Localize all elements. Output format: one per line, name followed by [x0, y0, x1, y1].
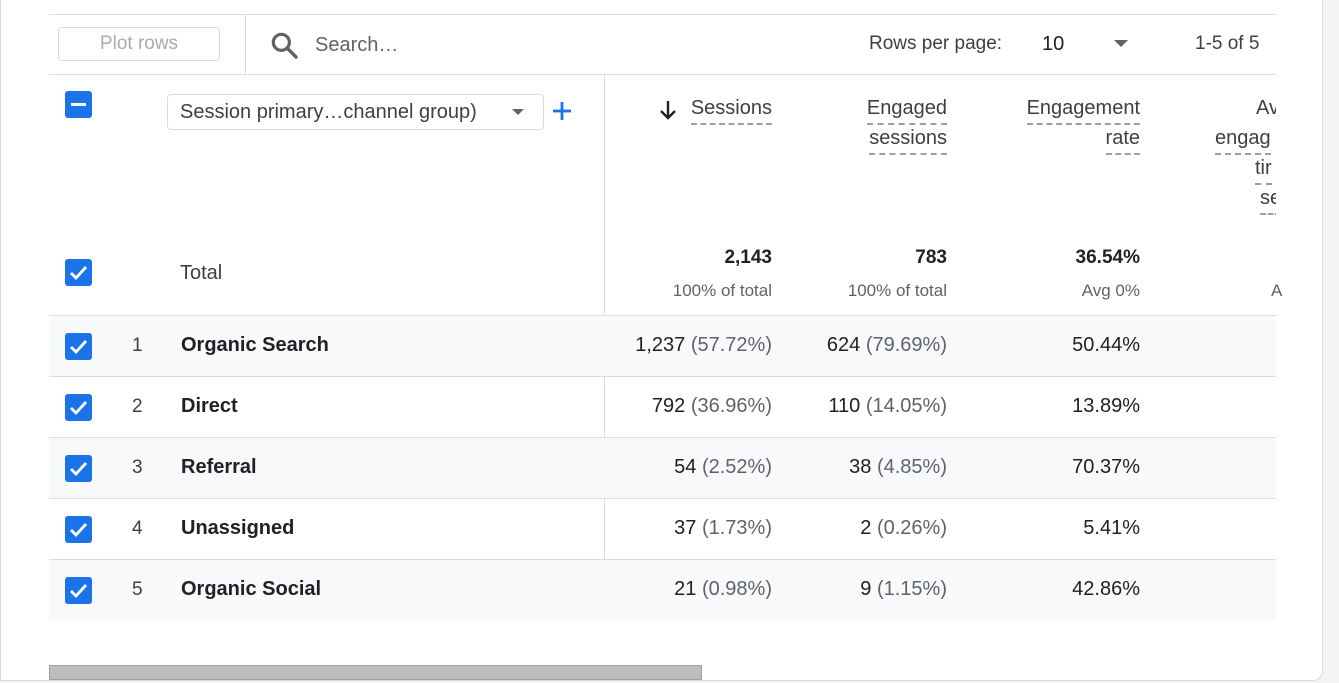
row-number: 2: [132, 396, 143, 417]
checkmark-icon: [70, 584, 88, 599]
plus-icon[interactable]: [552, 101, 572, 121]
total-sessions: 2,143: [724, 247, 772, 268]
row-divider: [49, 437, 1276, 438]
total-engaged-sub: 100% of total: [847, 281, 947, 300]
checkmark-icon: [70, 462, 88, 477]
engrate-header-line2: rate: [1105, 123, 1140, 155]
total-engaged: 783: [915, 247, 947, 268]
column-header-sessions[interactable]: Sessions: [641, 93, 772, 127]
sessions-header-label: Sessions: [690, 93, 772, 125]
row-checkbox[interactable]: [65, 333, 92, 360]
search-icon[interactable]: [268, 29, 300, 61]
toolbar-bottom-border: [49, 74, 1276, 75]
chevron-down-icon: [1114, 40, 1128, 47]
toolbar-divider: [245, 14, 246, 74]
row-number: 5: [132, 579, 143, 600]
row-checkbox[interactable]: [65, 577, 92, 604]
chevron-down-icon: [512, 109, 524, 115]
row-engagement-rate: 50.44%: [1072, 334, 1140, 356]
engaged-header-line1: Engaged: [866, 93, 947, 125]
table-top-border: [49, 14, 1276, 15]
total-checkbox[interactable]: [65, 259, 92, 286]
checkmark-icon: [70, 266, 88, 281]
dimension-select-label: Session primary…channel group): [180, 101, 477, 123]
row-engaged-sessions: 38 (4.85%): [849, 456, 947, 478]
checkmark-icon: [70, 401, 88, 416]
row-engagement-rate: 5.41%: [1083, 517, 1140, 539]
row-channel-name: Direct: [181, 395, 238, 417]
arrow-down-icon: [660, 101, 676, 120]
rows-per-page-value: 10: [1042, 33, 1065, 55]
row-number: 4: [132, 518, 143, 539]
row-engagement-rate: 13.89%: [1072, 395, 1140, 417]
avg-header-line4: se: [1260, 183, 1276, 215]
row-divider: [49, 376, 1276, 377]
row-divider: [49, 559, 1276, 560]
rows-per-page-select[interactable]: 10: [1031, 26, 1141, 62]
select-all-checkbox[interactable]: [65, 91, 92, 118]
table-row[interactable]: 3 Referral 54 (2.52%) 38 (4.85%) 70.37%: [49, 438, 1276, 498]
avg-header-line2: engag: [1215, 123, 1271, 155]
total-engagement-rate-sub: Avg 0%: [1081, 281, 1140, 300]
totals-bottom-border: [49, 315, 1276, 316]
pagination-label: 1-5 of 5: [1195, 33, 1260, 54]
row-channel-name: Referral: [181, 456, 257, 478]
row-channel-name: Unassigned: [181, 517, 295, 539]
row-number: 1: [132, 335, 143, 356]
column-header-engagement-rate[interactable]: Engagement rate: [1001, 93, 1140, 157]
table-row[interactable]: 4 Unassigned 37 (1.73%) 2 (0.26%) 5.41%: [49, 499, 1276, 559]
row-engaged-sessions: 624 (79.69%): [826, 334, 947, 356]
row-checkbox[interactable]: [65, 516, 92, 543]
avg-header-line3: tir: [1255, 153, 1272, 185]
row-engaged-sessions: 110 (14.05%): [828, 395, 947, 417]
row-engaged-sessions: 2 (0.26%): [860, 517, 947, 539]
row-number: 3: [132, 457, 143, 478]
row-divider: [49, 498, 1276, 499]
column-header-engaged-sessions[interactable]: Engaged sessions: [821, 93, 947, 157]
dimension-select[interactable]: Session primary…channel group): [167, 94, 544, 130]
row-sessions: 1,237 (57.72%): [635, 334, 772, 356]
column-header-avg-engagement-time[interactable]: Av engag tir se: [1191, 93, 1276, 217]
table-row[interactable]: 5 Organic Social 21 (0.98%) 9 (1.15%) 42…: [49, 560, 1276, 620]
plot-rows-button[interactable]: Plot rows: [58, 27, 220, 61]
rows-per-page-label: Rows per page:: [869, 33, 1003, 54]
table-row[interactable]: 2 Direct 792 (36.96%) 110 (14.05%) 13.89…: [49, 377, 1276, 437]
horizontal-scrollbar-thumb[interactable]: [49, 665, 702, 680]
row-sessions: 37 (1.73%): [674, 517, 772, 539]
row-checkbox[interactable]: [65, 394, 92, 421]
row-checkbox[interactable]: [65, 455, 92, 482]
total-engagement-rate: 36.54%: [1075, 247, 1140, 268]
checkmark-icon: [70, 340, 88, 355]
row-engagement-rate: 70.37%: [1072, 456, 1140, 478]
row-sessions: 54 (2.52%): [674, 456, 772, 478]
indeterminate-icon: [71, 103, 86, 106]
row-engaged-sessions: 9 (1.15%): [860, 578, 947, 600]
table-row[interactable]: 1 Organic Search 1,237 (57.72%) 624 (79.…: [49, 316, 1276, 376]
total-sessions-sub: 100% of total: [672, 281, 772, 300]
row-engagement-rate: 42.86%: [1072, 578, 1140, 600]
row-channel-name: Organic Search: [181, 334, 329, 356]
checkmark-icon: [70, 523, 88, 538]
search-input[interactable]: [315, 30, 615, 60]
row-sessions: 21 (0.98%): [674, 578, 772, 600]
row-sessions: 792 (36.96%): [651, 395, 772, 417]
row-channel-name: Organic Social: [181, 578, 322, 600]
total-avg-sub: A: [1271, 281, 1283, 300]
total-label: Total: [180, 262, 223, 284]
avg-header-line1: Av: [1256, 97, 1276, 119]
engrate-header-line1: Engagement: [1026, 93, 1140, 125]
engaged-header-line2: sessions: [869, 123, 947, 155]
